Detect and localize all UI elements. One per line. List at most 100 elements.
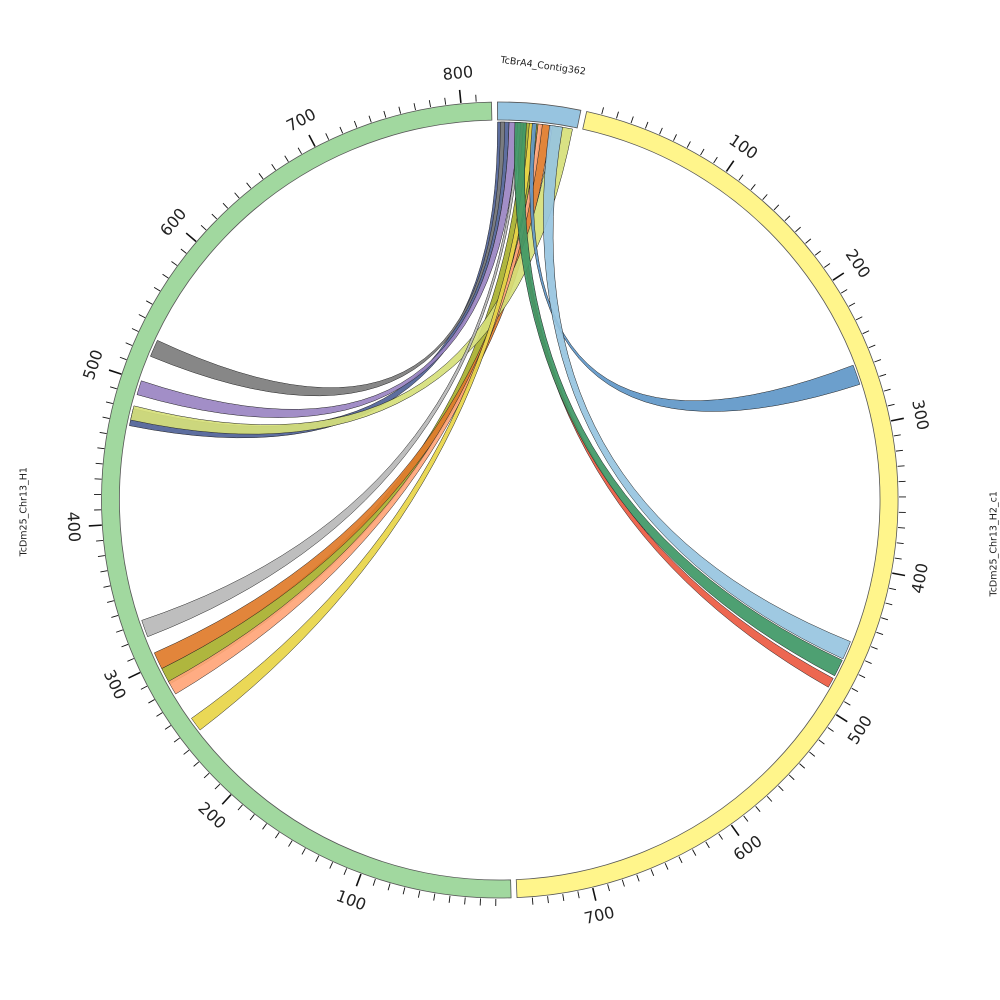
major-tick [725,160,735,172]
minor-tick [713,156,718,164]
minor-tick [895,449,903,452]
minor-tick [879,373,887,377]
minor-tick [678,856,683,864]
minor-tick [107,600,115,603]
link-ribbon [153,123,552,669]
minor-tick [894,557,902,560]
minor-tick [881,617,889,621]
minor-tick [805,238,812,244]
minor-tick [288,840,293,847]
minor-tick [827,727,834,732]
minor-tick [844,701,851,706]
major-tick [108,369,122,375]
minor-tick [887,403,895,407]
minor-tick [387,883,391,891]
major-tick [892,572,906,577]
minor-tick [102,416,110,419]
minor-tick [325,133,330,140]
major-tick [832,272,845,281]
minor-tick [778,785,784,792]
minor-tick [755,806,761,813]
major-tick [458,89,462,103]
minor-tick [339,126,344,134]
minor-tick [111,614,119,618]
minor-tick [383,110,387,118]
link-ribbon [136,121,519,418]
minor-tick [96,539,104,542]
tick-label: 700 [582,902,616,928]
minor-tick [855,316,863,321]
minor-tick [896,542,904,545]
minor-tick [897,465,905,467]
minor-tick [109,386,117,390]
minor-tick [692,849,697,856]
minor-tick [868,344,876,349]
tick-label: 300 [908,398,933,432]
minor-tick [417,890,421,898]
minor-tick [97,555,105,558]
minor-tick [809,751,816,757]
segment-label-h1: TcDm25_Chr13_H1 [19,467,30,557]
minor-tick [428,100,431,108]
minor-tick [870,646,878,650]
minor-tick [200,224,207,231]
minor-tick [315,855,320,862]
link-ribbons [129,121,861,731]
minor-tick [148,699,155,704]
minor-tick [848,302,856,307]
minor-tick [799,763,806,769]
minor-tick [183,749,190,755]
minor-tick [105,401,113,405]
minor-tick [650,869,655,876]
minor-tick [659,127,663,135]
minor-tick [700,148,705,156]
minor-tick [738,174,744,181]
minor-tick [795,226,801,233]
minor-tick [237,804,243,811]
minor-tick [301,848,306,855]
minor-tick [203,772,210,779]
minor-tick [664,863,669,870]
minor-tick [616,111,619,119]
major-tick [185,232,197,243]
major-tick [308,134,316,147]
major-tick [835,714,848,723]
minor-tick [413,103,416,111]
tick-label: 700 [283,104,319,135]
minor-tick [284,155,289,162]
segment-arcs [101,101,899,899]
tick-label: 300 [100,667,130,703]
minor-tick [95,462,103,465]
tick-label: 200 [842,246,875,282]
tick-label: 600 [156,204,190,240]
minor-tick [562,893,565,902]
link-ribbon [191,122,536,731]
minor-tick [193,761,200,767]
minor-tick [246,182,252,189]
minor-tick [636,874,640,882]
minor-tick [840,289,848,294]
tick-label: 500 [844,712,876,748]
minor-tick [156,712,163,717]
minor-tick [762,194,768,200]
minor-tick [862,330,870,335]
minor-tick [162,273,169,279]
minor-tick [234,192,240,199]
tick-label: 500 [79,347,107,382]
minor-tick [119,356,127,361]
minor-tick [249,814,255,821]
minor-tick [607,884,610,892]
minor-tick [601,107,604,115]
minor-tick [876,631,884,636]
minor-tick [644,121,649,129]
minor-tick [343,868,348,876]
segment-arc-contig362 [496,101,582,129]
minor-tick [125,342,133,346]
minor-tick [103,585,111,588]
major-tick [592,887,597,901]
minor-tick [788,774,795,781]
minor-tick [398,106,402,114]
minor-tick [673,134,677,141]
segment-label-contig362: TcBrA4_Contig362 [499,55,587,78]
